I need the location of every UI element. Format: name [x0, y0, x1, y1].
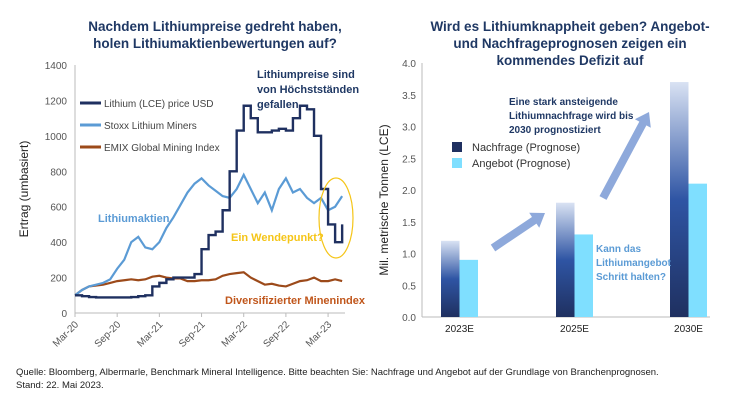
annotation-supply: Schritt halten? — [596, 272, 666, 283]
y-tick-label: 0.5 — [402, 281, 416, 292]
x-tick-label: Sep-20 — [93, 319, 124, 350]
x-tick-label: Sep-21 — [177, 319, 208, 350]
x-tick-label: Mar-22 — [220, 319, 250, 349]
x-tick-label: Mar-23 — [304, 319, 334, 349]
left-chart-title: Nachdem Lithiumpreise gedreht haben, hol… — [70, 18, 360, 52]
series-line-emix-global-mining-index — [74, 271, 343, 297]
annotation-prices-fallen: Lithiumpreise sind — [257, 69, 355, 81]
x-tick-label: 2023E — [445, 324, 474, 335]
source-line: Quelle: Bloomberg, Albermarle, Benchmark… — [16, 367, 659, 378]
y-tick-label: 3.0 — [402, 123, 416, 134]
bar-angebot-2023E — [459, 259, 478, 317]
turning-point-ellipse — [318, 177, 354, 259]
legend-label: Angebot (Prognose) — [472, 158, 570, 170]
y-tick-label: 600 — [50, 203, 67, 214]
y-tick-label: 0 — [61, 309, 67, 320]
annotation-supply: Lithiumangebot — [596, 258, 672, 269]
annotation-lithium-stocks: Lithiumaktien — [98, 213, 170, 225]
x-tick-label: 2030E — [674, 324, 703, 335]
annotation-prices-fallen: gefallen — [257, 99, 299, 111]
legend-label: Nachfrage (Prognose) — [472, 142, 580, 154]
y-axis-label: Mil. metrische Tonnen (LCE) — [377, 124, 391, 275]
x-tick-label: Mar-20 — [51, 319, 81, 349]
y-tick-label: 2.0 — [402, 186, 416, 197]
x-tick-label: Mar-21 — [135, 319, 165, 349]
series-line-lithium-lce-price-usd — [75, 104, 344, 299]
annotation-turning-point: Ein Wendepunkt? — [231, 232, 324, 244]
annotation-demand: 2030 prognostiziert — [509, 125, 601, 136]
annotation-supply: Kann das — [596, 244, 641, 255]
title-line: Nachdem Lithiumpreise gedreht haben, — [88, 19, 342, 34]
x-tick-label: 2025E — [560, 324, 589, 335]
annotation-diversified: Diversifizierter Minenindex — [225, 295, 366, 307]
y-tick-label: 1.0 — [402, 250, 416, 261]
annotation-demand: Eine stark ansteigende — [509, 97, 618, 108]
title-line: kommendes Defizit auf — [496, 53, 644, 68]
series-line-stoxx-lithium-miners — [74, 172, 344, 297]
bar-angebot-2030E — [688, 183, 707, 317]
x-tick-label: Sep-22 — [261, 319, 292, 350]
title-line: holen Lithiumaktienbewertungen auf? — [93, 36, 337, 51]
bar-nachfrage-2030E — [670, 82, 689, 317]
date-line: Stand: 22. Mai 2023. — [16, 380, 104, 391]
title-line: und Nachfrageprognosen zeigen ein — [453, 36, 687, 51]
y-tick-label: 1000 — [45, 132, 68, 143]
bar-nachfrage-2025E — [556, 202, 575, 317]
bar-nachfrage-2023E — [441, 240, 460, 317]
y-tick-label: 1200 — [45, 96, 68, 107]
legend-swatch — [452, 142, 462, 152]
y-axis-label: Ertrag (umbasiert) — [17, 141, 31, 238]
y-tick-label: 4.0 — [402, 59, 416, 70]
annotation-prices-fallen: von Höchstständen — [257, 84, 359, 96]
legend-swatch — [452, 158, 462, 168]
annotation-demand: Lithiumnachfrage wird bis — [509, 111, 634, 122]
title-line: Wird es Lithiumknappheit geben? Angebot- — [430, 19, 710, 34]
bar-angebot-2025E — [574, 234, 593, 317]
source-note: Quelle: Bloomberg, Albermarle, Benchmark… — [16, 366, 736, 392]
legend-label: Lithium (LCE) price USD — [104, 99, 213, 110]
y-tick-label: 200 — [50, 274, 67, 285]
arrow-up-icon — [490, 212, 545, 252]
y-tick-label: 3.5 — [402, 91, 416, 102]
y-tick-label: 400 — [50, 238, 67, 249]
y-tick-label: 2.5 — [402, 154, 416, 165]
y-tick-label: 800 — [50, 167, 67, 178]
arrow-up-icon — [599, 112, 651, 200]
y-tick-label: 1400 — [45, 61, 68, 72]
right-chart-title: Wird es Lithiumknappheit geben? Angebot-… — [410, 18, 730, 69]
legend-label: Stoxx Lithium Miners — [104, 121, 197, 132]
y-tick-label: 0.0 — [402, 313, 416, 324]
y-tick-label: 1.5 — [402, 218, 416, 229]
legend-label: EMIX Global Mining Index — [104, 143, 220, 154]
